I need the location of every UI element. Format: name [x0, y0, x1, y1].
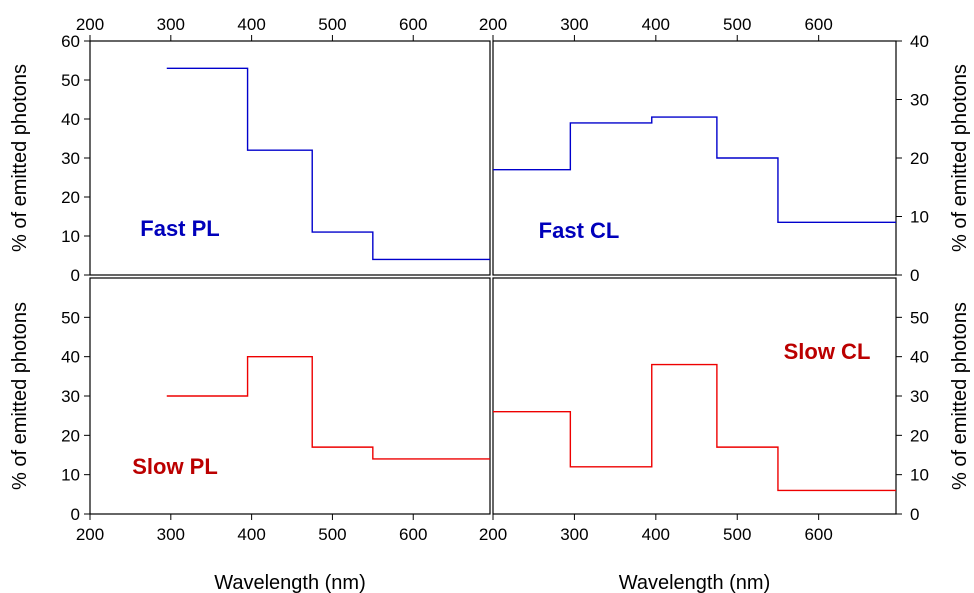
y-tick-label: 0	[71, 266, 80, 285]
x-tick-label: 300	[157, 525, 185, 544]
x-tick-label: 500	[723, 525, 751, 544]
y-tick-label: 20	[910, 426, 929, 445]
x-tick-label: 600	[804, 525, 832, 544]
x-axis-title: Wavelength (nm)	[214, 572, 366, 593]
x-tick-label-top: 300	[560, 15, 588, 34]
y-tick-label: 50	[61, 71, 80, 90]
y-axis-title: % of emitted photons	[9, 64, 31, 252]
y-tick-label: 40	[61, 348, 80, 367]
step-series-line	[493, 116, 896, 224]
plot-frame	[492, 277, 897, 515]
panel-annotation: Slow PL	[132, 454, 218, 479]
y-tick-label: 10	[910, 208, 929, 227]
y-tick-label: 0	[910, 505, 919, 524]
x-tick-label: 400	[237, 525, 265, 544]
x-tick-label-top: 200	[479, 15, 507, 34]
y-axis-title: % of emitted photons	[949, 64, 971, 252]
y-tick-label: 40	[910, 32, 929, 51]
x-tick-label: 300	[560, 525, 588, 544]
step-series-line	[166, 355, 490, 460]
y-axis-title: % of emitted photons	[949, 302, 971, 490]
y-tick-label: 30	[61, 387, 80, 406]
panel-annotation: Fast PL	[140, 216, 219, 241]
y-tick-label: 50	[910, 308, 929, 327]
y-tick-label: 40	[910, 348, 929, 367]
y-tick-label: 60	[61, 32, 80, 51]
x-tick-label: 500	[318, 525, 346, 544]
step-series-line	[493, 363, 896, 492]
y-tick-label: 0	[71, 505, 80, 524]
panel-annotation: Slow CL	[784, 339, 871, 364]
x-tick-label-top: 600	[804, 15, 832, 34]
x-tick-label: 400	[642, 525, 670, 544]
x-tick-label-top: 300	[157, 15, 185, 34]
y-tick-label: 0	[910, 266, 919, 285]
x-tick-label-top: 400	[642, 15, 670, 34]
x-tick-label: 600	[399, 525, 427, 544]
y-tick-label: 50	[61, 308, 80, 327]
x-tick-label-top: 200	[76, 15, 104, 34]
y-tick-label: 20	[61, 188, 80, 207]
x-tick-label: 200	[479, 525, 507, 544]
y-tick-label: 20	[910, 149, 929, 168]
panel-slow-cl: 0 10 20 30 40 50 200 300 400 500 600 Slow CL % of em…	[479, 277, 971, 593]
x-tick-label: 200	[76, 525, 104, 544]
x-axis-title: Wavelength (nm)	[619, 572, 771, 593]
x-tick-label-top: 500	[723, 15, 751, 34]
x-tick-label-top: 400	[237, 15, 265, 34]
panel-slow-pl: 0 10 20 30 40 50 200 300 400 500 600 Slow PL % of em…	[9, 277, 491, 593]
x-tick-label-top: 600	[399, 15, 427, 34]
y-tick-label: 30	[910, 91, 929, 110]
y-tick-label: 10	[61, 466, 80, 485]
y-tick-label: 40	[61, 110, 80, 129]
y-tick-label: 30	[910, 387, 929, 406]
step-series-line	[166, 67, 490, 261]
y-tick-label: 30	[61, 149, 80, 168]
panel-fast-cl: 0 10 20 30 40 200 300 400 500 600 Fast CL % of emit…	[479, 15, 971, 285]
panel-annotation: Fast CL	[539, 218, 620, 243]
y-tick-label: 10	[910, 466, 929, 485]
y-axis-title: % of emitted photons	[9, 302, 31, 490]
y-tick-label: 20	[61, 426, 80, 445]
y-tick-label: 10	[61, 227, 80, 246]
x-tick-label-top: 500	[318, 15, 346, 34]
